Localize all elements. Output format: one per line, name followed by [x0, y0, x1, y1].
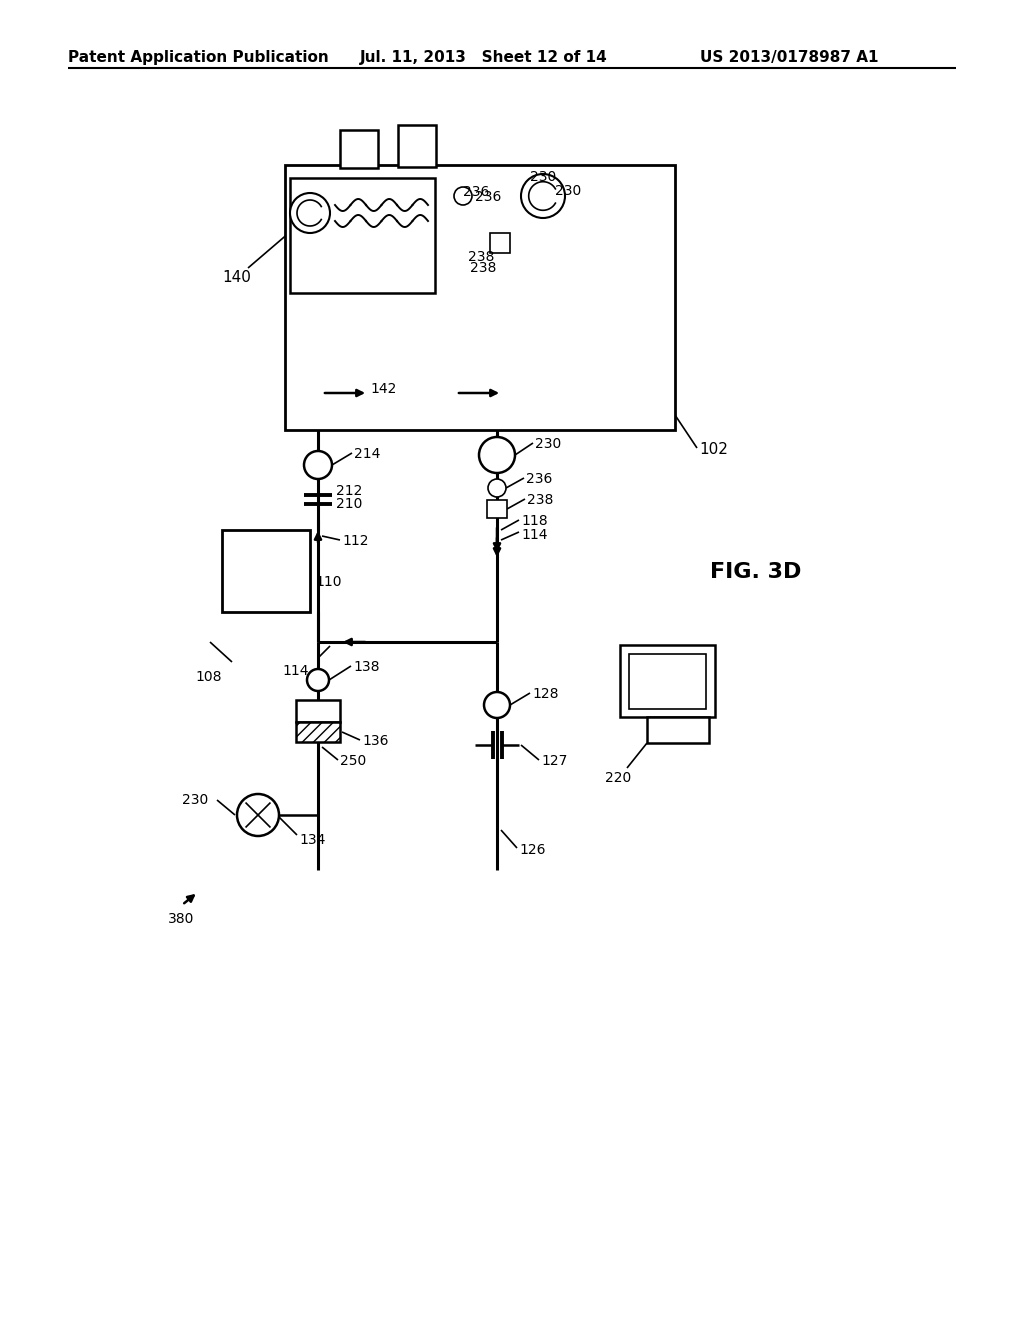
Text: 134: 134: [299, 833, 326, 847]
Text: 214: 214: [354, 447, 380, 461]
Text: Jul. 11, 2013   Sheet 12 of 14: Jul. 11, 2013 Sheet 12 of 14: [360, 50, 608, 65]
Circle shape: [304, 451, 332, 479]
Text: 230: 230: [530, 170, 556, 183]
Circle shape: [307, 669, 329, 690]
Text: 238: 238: [470, 261, 497, 275]
Text: 210: 210: [336, 498, 362, 511]
Text: Patent Application Publication: Patent Application Publication: [68, 50, 329, 65]
Circle shape: [484, 692, 510, 718]
Text: 114: 114: [282, 664, 308, 678]
Text: 127: 127: [541, 754, 567, 768]
Bar: [296, 700, 340, 722]
Text: 230: 230: [535, 437, 561, 451]
Bar: [620, 645, 715, 717]
Text: 238: 238: [468, 249, 495, 264]
Text: 142: 142: [370, 381, 396, 396]
Bar: [290, 178, 435, 293]
Text: 212: 212: [336, 484, 362, 498]
Text: 230: 230: [555, 183, 582, 198]
Circle shape: [479, 437, 515, 473]
Text: 112: 112: [342, 535, 369, 548]
Text: 136: 136: [362, 734, 388, 748]
Text: FIG. 3D: FIG. 3D: [710, 562, 802, 582]
Text: US 2013/0178987 A1: US 2013/0178987 A1: [700, 50, 879, 65]
Circle shape: [454, 187, 472, 205]
Circle shape: [290, 193, 330, 234]
Text: 250: 250: [340, 754, 367, 768]
Text: 230: 230: [182, 793, 208, 807]
Text: 236: 236: [463, 185, 489, 199]
Text: 236: 236: [526, 473, 552, 486]
Text: 380: 380: [168, 912, 195, 927]
Bar: [629, 653, 706, 709]
Bar: [647, 717, 709, 743]
Text: 110: 110: [315, 576, 341, 589]
Bar: [285, 165, 675, 430]
Text: 118: 118: [521, 513, 548, 528]
Bar: [296, 722, 340, 742]
Bar: [398, 125, 436, 168]
Bar: [340, 129, 378, 168]
Circle shape: [237, 795, 279, 836]
Circle shape: [521, 174, 565, 218]
Text: 138: 138: [353, 660, 380, 675]
Bar: [487, 500, 507, 517]
Text: 238: 238: [527, 492, 553, 507]
Text: 108: 108: [195, 671, 221, 684]
Text: 236: 236: [475, 190, 502, 205]
Text: 220: 220: [605, 771, 631, 785]
Text: 126: 126: [519, 843, 546, 857]
Circle shape: [488, 479, 506, 498]
Bar: [222, 531, 310, 612]
Text: 128: 128: [532, 686, 558, 701]
Text: 140: 140: [222, 271, 251, 285]
Text: 114: 114: [521, 528, 548, 543]
Bar: [490, 234, 510, 253]
Text: 102: 102: [699, 442, 728, 457]
